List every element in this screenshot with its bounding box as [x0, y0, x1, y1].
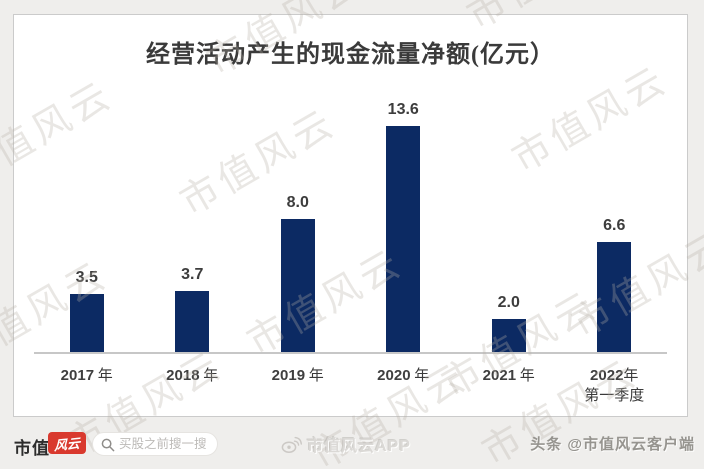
app-label: 市值风云APP [307, 438, 411, 455]
bar-column: 3.5 [34, 269, 140, 352]
bar-value-label: 3.7 [181, 266, 204, 283]
app-brand-group: 市值风云APP [281, 432, 411, 456]
search-box[interactable] [92, 432, 218, 456]
toutiao-account-label: 头条 @市值风云客户端 [530, 436, 695, 453]
bar [175, 291, 210, 352]
bar-value-label: 2.0 [497, 294, 520, 311]
bar-column: 8.0 [245, 194, 351, 352]
bar [69, 294, 104, 352]
bar [597, 242, 632, 352]
bar [280, 219, 315, 352]
bar-column: 6.6 [562, 217, 668, 352]
chart-title: 经营活动产生的现金流量净额(亿元） [146, 42, 555, 68]
x-axis-label: 2021 年 [482, 367, 535, 384]
x-axis-label: 2018 年 [166, 367, 219, 384]
bar-value-label: 8.0 [286, 194, 309, 211]
brand-logo-badge: 风云 [48, 432, 86, 454]
x-axis-label: 2020 年 [377, 367, 430, 384]
chart-card: 经营活动产生的现金流量净额(亿元） 3.5 3.7 8.0 13.6 2.0 6.6 20… [13, 14, 688, 417]
search-icon [101, 438, 115, 452]
footer-bar: 市值 风云 市值风云APP 头条 @市值风云客户端 [0, 417, 704, 469]
x-axis-label: 2019 年 [271, 367, 324, 384]
categories-row: 2017 年 2018 年 2019 年 2020 年 2021 年 2022年 第一季度 [34, 366, 667, 406]
bar [491, 319, 526, 352]
bar-column: 2.0 [456, 294, 562, 352]
bar-column: 3.7 [140, 266, 246, 352]
bar-value-label: 13.6 [387, 101, 419, 118]
brand-text: 市值 [14, 439, 50, 458]
bar-value-label: 6.6 [603, 217, 626, 234]
bar-value-label: 3.5 [75, 269, 98, 286]
brand-logo-text: 风云 [54, 435, 80, 453]
bar [386, 126, 421, 352]
weibo-icon [281, 436, 302, 453]
plot-area: 3.5 3.7 8.0 13.6 2.0 6.6 [34, 81, 667, 354]
bar-column: 13.6 [351, 101, 457, 352]
search-input[interactable] [119, 434, 215, 454]
x-axis-label: 2017 年 [60, 367, 113, 384]
bars-row: 3.5 3.7 8.0 13.6 2.0 6.6 [34, 81, 667, 352]
x-axis-label: 2022年 第一季度 [584, 367, 645, 404]
